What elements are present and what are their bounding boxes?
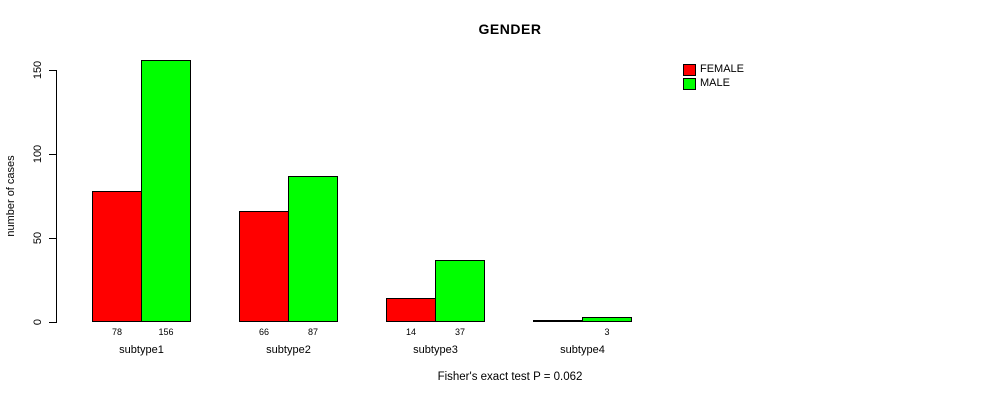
x-category-label-subtype1: subtype1 [119, 344, 164, 356]
y-tick-mark-150 [49, 70, 57, 71]
bar-female-subtype4 [533, 320, 583, 322]
legend-item-female: FEMALE [683, 63, 744, 76]
chart-title: GENDER [478, 21, 542, 37]
legend-label-male: MALE [700, 77, 730, 89]
bar-value-label-male-subtype2: 87 [307, 327, 318, 337]
legend: FEMALE MALE [683, 63, 744, 91]
bar-female-subtype2 [239, 211, 289, 322]
y-tick-label-100: 100 [32, 144, 44, 164]
bar-male-subtype3 [435, 260, 485, 322]
legend-label-female: FEMALE [700, 63, 745, 75]
bar-value-label-male-subtype1: 156 [158, 327, 174, 337]
bar-value-label-male-subtype3: 37 [454, 327, 465, 337]
bar-male-subtype4 [582, 317, 632, 322]
bar-value-label-female-subtype1: 78 [111, 327, 122, 337]
y-tick-label-50: 50 [32, 231, 44, 245]
x-category-label-subtype4: subtype4 [560, 344, 605, 356]
bar-value-label-female-subtype3: 14 [405, 327, 416, 337]
y-axis-line [56, 70, 57, 323]
y-axis-title: number of cases [5, 155, 17, 237]
legend-item-male: MALE [683, 77, 744, 90]
footnote-fisher-test: Fisher's exact test P = 0.062 [437, 371, 583, 383]
x-category-label-subtype3: subtype3 [413, 344, 458, 356]
bar-value-label-female-subtype2: 66 [258, 327, 269, 337]
y-tick-mark-100 [49, 154, 57, 155]
y-tick-mark-50 [49, 238, 57, 239]
y-tick-label-150: 150 [32, 60, 44, 80]
legend-swatch-male [683, 77, 696, 90]
y-tick-label-0: 0 [32, 318, 44, 326]
bar-female-subtype1 [92, 191, 142, 322]
y-tick-mark-0 [49, 322, 57, 323]
bar-female-subtype3 [386, 298, 436, 322]
bar-value-label-male-subtype4: 3 [604, 327, 610, 337]
x-category-label-subtype2: subtype2 [266, 344, 311, 356]
bar-male-subtype2 [288, 176, 338, 322]
legend-swatch-female [683, 63, 696, 76]
bar-male-subtype1 [141, 60, 191, 322]
